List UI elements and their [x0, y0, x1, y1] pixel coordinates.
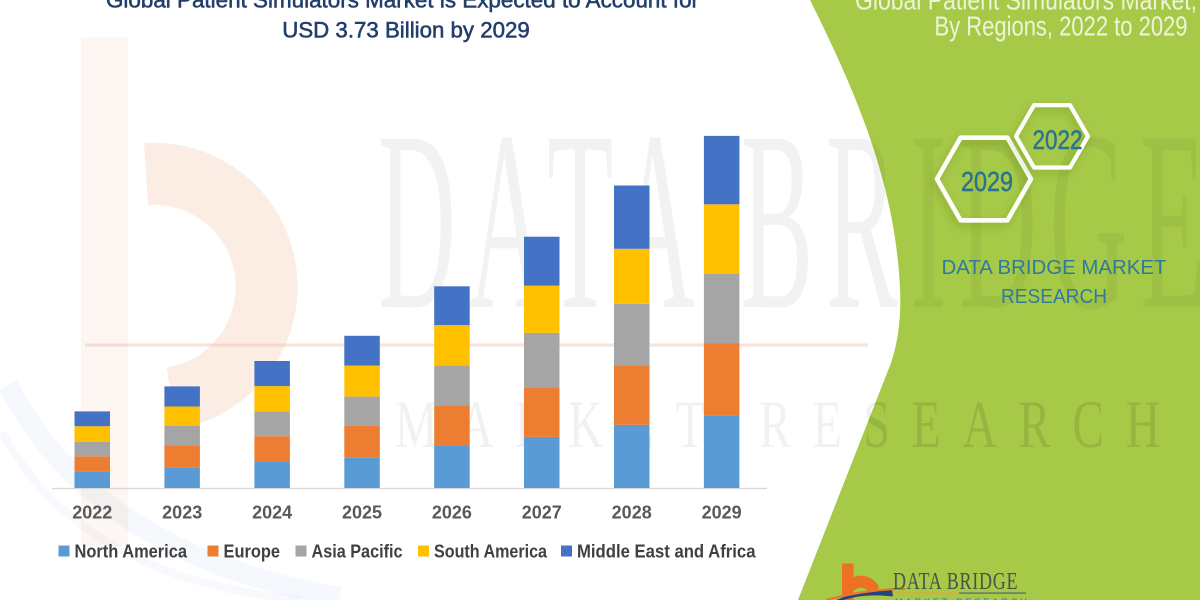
svg-text:Asia Pacific: Asia Pacific [312, 542, 403, 562]
svg-text:DATA BRIDGE MARKET: DATA BRIDGE MARKET [942, 256, 1167, 279]
svg-text:DATA BRIDGE: DATA BRIDGE [893, 568, 1018, 595]
svg-text:2028: 2028 [612, 502, 652, 522]
svg-text:2025: 2025 [342, 502, 382, 522]
svg-text:Europe: Europe [224, 542, 281, 562]
svg-text:North America: North America [75, 542, 188, 562]
svg-text:2027: 2027 [522, 502, 562, 522]
svg-text:By Regions, 2022 to 2029: By Regions, 2022 to 2029 [935, 10, 1188, 41]
svg-text:2024: 2024 [252, 502, 292, 522]
svg-text:2022: 2022 [72, 502, 112, 522]
svg-text:2023: 2023 [162, 502, 202, 522]
svg-text:Global Patient Simulators Mark: Global Patient Simulators Market is Expe… [106, 0, 699, 13]
svg-text:South America: South America [434, 542, 548, 562]
svg-text:Middle East and Africa: Middle East and Africa [577, 542, 756, 562]
svg-text:2029: 2029 [961, 166, 1013, 197]
svg-text:RESEARCH: RESEARCH [1001, 285, 1107, 308]
svg-text:Global Patient Simulators Mark: Global Patient Simulators Market, [855, 0, 1197, 16]
svg-text:USD 3.73 Billion by 2029: USD 3.73 Billion by 2029 [282, 18, 530, 43]
svg-text:2029: 2029 [702, 502, 742, 522]
svg-text:2022: 2022 [1033, 125, 1083, 155]
svg-text:2026: 2026 [432, 502, 472, 522]
